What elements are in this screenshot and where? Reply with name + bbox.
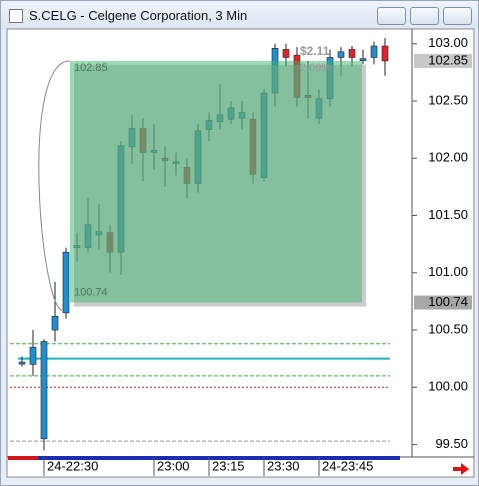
- scroll-strip-start: [8, 456, 38, 460]
- window-title: S.CELG - Celgene Corporation, 3 Min: [29, 8, 248, 23]
- x-tick-label: 23:15: [212, 458, 245, 473]
- x-tick-label: 24-22:30: [47, 458, 98, 473]
- y-tick-label: 102.00: [428, 150, 468, 165]
- candle-body: [381, 45, 389, 62]
- measure-arc: [38, 60, 71, 312]
- candle-body: [29, 346, 37, 365]
- y-tick-label: 103.00: [428, 35, 468, 50]
- maximize-button[interactable]: [410, 7, 439, 25]
- price-marker-bg: [414, 53, 472, 68]
- measure-box: [70, 60, 362, 303]
- minimize-button[interactable]: [377, 7, 406, 25]
- y-tick-label: 101.00: [428, 264, 468, 279]
- scroll-arrow[interactable]: [453, 463, 469, 475]
- candle-body: [370, 45, 378, 58]
- app-icon: [9, 9, 23, 23]
- close-button[interactable]: [443, 7, 472, 25]
- price-marker-bg: [414, 295, 472, 310]
- candle-body: [51, 315, 59, 331]
- title-bar: S.CELG - Celgene Corporation, 3 Min: [1, 1, 478, 29]
- candle-body: [337, 51, 345, 58]
- price-marker-label: 102.85: [428, 52, 468, 67]
- x-tick-label: 24-23:45: [322, 458, 373, 473]
- price-marker-label: 100.74: [428, 294, 468, 309]
- candle-body: [282, 49, 290, 58]
- y-tick-label: 99.50: [435, 436, 468, 451]
- y-tick-label: 100.00: [428, 379, 468, 394]
- y-tick-label: 102.50: [428, 92, 468, 107]
- candle-body: [348, 49, 356, 58]
- candle-body: [62, 251, 70, 314]
- change-label: $2.11: [300, 44, 330, 58]
- candle-body: [18, 361, 26, 365]
- scroll-strip: [8, 456, 400, 460]
- candle-body: [359, 58, 367, 61]
- y-tick-label: 100.50: [428, 321, 468, 336]
- box-top-label: 102.85: [74, 62, 108, 74]
- change-percent-label: 2.09%: [300, 62, 331, 74]
- x-tick-label: 23:30: [267, 458, 300, 473]
- y-tick-label: 101.50: [428, 207, 468, 222]
- candle-body: [40, 341, 48, 440]
- x-tick-label: 23:00: [157, 458, 190, 473]
- box-bottom-label: 100.74: [74, 286, 108, 298]
